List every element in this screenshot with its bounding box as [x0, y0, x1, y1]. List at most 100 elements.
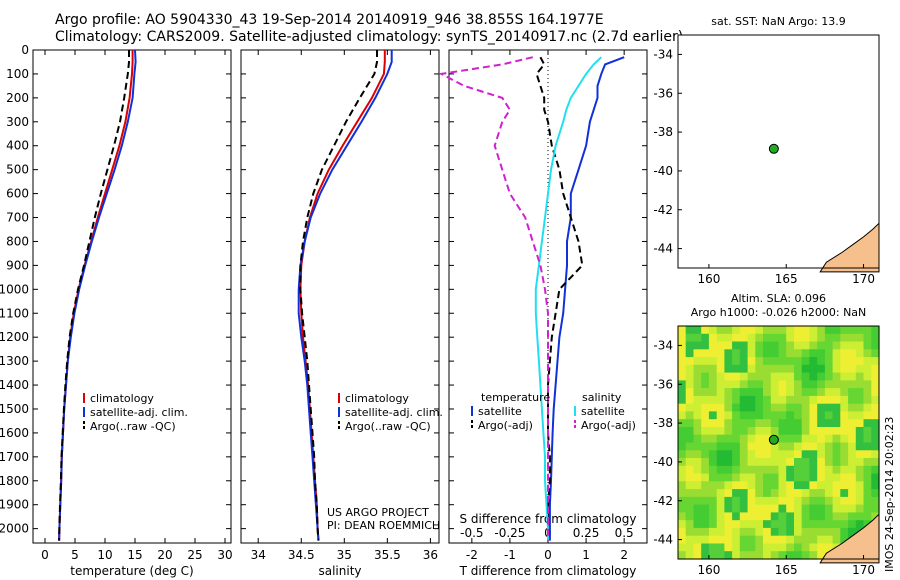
sla-map-cell [817, 357, 826, 366]
temperature-ytick-label: 1000 [0, 282, 29, 296]
sla-map-cell [739, 395, 749, 405]
sla-map-cell [778, 364, 787, 374]
difference-legend-temp-title: temperature [481, 391, 550, 404]
sla-map-cell [701, 372, 710, 381]
sla-map-cell [693, 535, 702, 545]
sla-map-cell [809, 364, 818, 374]
temperature-xtick-label: 20 [157, 548, 172, 562]
sla-map-cell [763, 527, 772, 537]
sla-map-cell [832, 504, 841, 513]
temperature-legend-label: satellite-adj. clim. [90, 406, 188, 419]
sla-map-cell [794, 333, 803, 343]
sla-map-cell [863, 450, 872, 459]
sla-map-cell [693, 520, 702, 529]
sla-map-xtick-label: 165 [775, 563, 798, 577]
sla-map-cell [716, 357, 725, 366]
sla-map-cell [855, 442, 865, 451]
sla-map-cell [794, 349, 803, 358]
sla-map-cell [801, 333, 810, 343]
sla-map-cell [747, 364, 756, 374]
difference-series-t-satellite [548, 56, 625, 541]
sla-map-cell [770, 535, 780, 545]
sla-map-cell [678, 411, 687, 420]
sla-map-cell [832, 372, 841, 381]
sla-map-cell [693, 489, 702, 498]
sla-map-cell [809, 395, 818, 405]
sla-map-cell [770, 520, 780, 529]
sla-map-cell [863, 465, 872, 475]
sla-map-cell [871, 419, 880, 428]
difference-temp-legend-label: satellite [478, 405, 522, 418]
sla-map-cell [840, 527, 849, 537]
sla-map-cell [809, 388, 818, 397]
sla-map-cell [701, 527, 710, 537]
sla-map-cell [863, 504, 872, 513]
sla-map-cell [871, 395, 880, 405]
temperature-plot: 0 5 10 15 20 25 30 temperature (deg C) 0 100 200 30… [0, 43, 233, 578]
sla-map-cell [848, 512, 857, 521]
sla-map-cell [770, 349, 780, 358]
sla-map-cell [778, 512, 787, 521]
sla-map-cell [848, 434, 857, 444]
sla-map-cell [685, 364, 694, 374]
sla-map-cell [739, 520, 749, 529]
sla-map-cell [708, 551, 718, 560]
sla-map-cell [685, 489, 694, 498]
sla-map-cell [840, 442, 849, 451]
sla-map-cell [809, 326, 818, 335]
difference-stick-label: -0.25 [494, 526, 525, 540]
sla-map-cell [747, 326, 756, 335]
sla-map-cell [832, 434, 841, 444]
sla-map-cell [794, 427, 803, 436]
sla-map-cell [832, 442, 841, 451]
sla-map-cell [770, 372, 780, 381]
sla-map-xtick-label: 170 [852, 563, 875, 577]
sla-map-cell [708, 326, 718, 335]
sla-map-cell [848, 496, 857, 506]
sla-map-cell [840, 326, 849, 335]
sla-map-cell [786, 411, 795, 420]
sla-map-cell [693, 349, 702, 358]
sla-map-cell [817, 388, 826, 397]
sla-map-cell [832, 364, 841, 374]
sla-map-cell [755, 535, 764, 545]
sla-map-cell [693, 419, 702, 428]
sla-map-cell [832, 520, 841, 529]
salinity-series-argo-raw-qc- [299, 50, 378, 541]
sla-map-cell [708, 512, 718, 521]
sla-map-cell [732, 520, 741, 529]
sla-map-cell [701, 543, 710, 552]
sla-map-cell [693, 465, 702, 475]
sla-map-cell [739, 364, 749, 374]
sla-map-cell [848, 427, 857, 436]
sla-map-cell [786, 450, 795, 459]
sla-map-cell [786, 364, 795, 374]
sla-map-cell [732, 458, 741, 467]
sla-map-cell [678, 403, 687, 413]
sla-map-cell [840, 520, 849, 529]
sla-map-cell [801, 364, 810, 374]
sla-map-cell [794, 388, 803, 397]
sla-map-cell [708, 403, 718, 413]
sla-map-cell [817, 527, 826, 537]
difference-stick-label: 0.25 [573, 526, 600, 540]
sla-map-cell [778, 535, 787, 545]
sla-map-cell [763, 520, 772, 529]
sla-map-ytick-label: -44 [653, 533, 673, 547]
sla-map-cell [739, 427, 749, 436]
sla-map-cell [778, 551, 787, 560]
difference-xlabel: T difference from climatology [459, 564, 637, 578]
sla-map-cell [863, 442, 872, 451]
sla-map-cell [693, 442, 702, 451]
sla-map-cell [747, 535, 756, 545]
sst-map-background [678, 35, 879, 268]
sla-map-cell [801, 411, 810, 420]
sla-map-cell [824, 333, 834, 343]
sla-map-cell [732, 535, 741, 545]
sla-map-cell [693, 403, 702, 413]
temperature-xtick-label: 30 [217, 548, 232, 562]
sla-map-cell [755, 434, 764, 444]
sla-map-cell [716, 341, 725, 350]
sla-map-cell [685, 403, 694, 413]
sla-map-cell [693, 434, 702, 444]
